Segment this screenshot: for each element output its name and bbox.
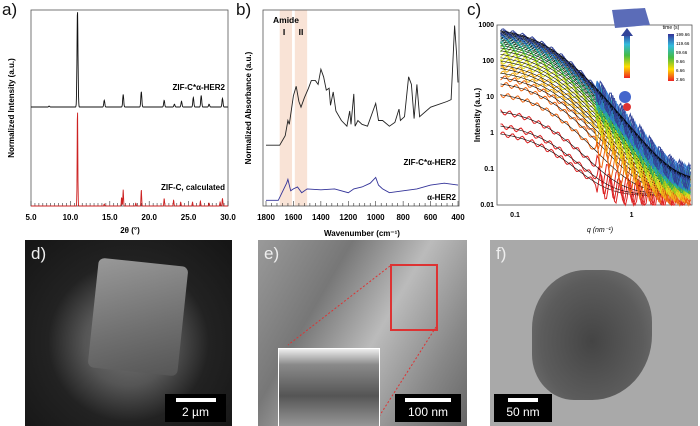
series-line-1 (31, 112, 228, 207)
panel-b-label: b) (236, 0, 252, 19)
series-line-0 (266, 25, 459, 146)
x-axis-label: q (nm⁻¹) (587, 227, 613, 234)
nanosheet-stack-icon (612, 8, 650, 28)
scale-bar-d: 2 µm (165, 394, 226, 422)
amide-band-1 (279, 10, 293, 206)
band-I-label: I (283, 27, 285, 37)
x-tick-label: 1400 (312, 213, 330, 222)
plot-a-frame (30, 9, 229, 207)
colorbar-label: 2.66 (676, 77, 685, 82)
y-tick-label: 0.1 (484, 166, 494, 173)
x-tick-label: 1600 (285, 213, 303, 222)
x-tick-label: 1800 (257, 213, 275, 222)
series-line-0 (31, 12, 228, 108)
colorbar-label: 119.66 (676, 41, 690, 46)
fit-line (500, 30, 691, 177)
x-tick-label: 20.0 (141, 213, 157, 222)
saxs-series (500, 59, 691, 201)
saxs-series (500, 93, 691, 207)
colorbar-title: time (s) (663, 25, 680, 31)
panel-a-label: a) (2, 0, 18, 19)
colorbar-label: 6.66 (676, 68, 685, 73)
panel-f-label: f) (496, 244, 507, 263)
x-tick-label: 1 (630, 212, 634, 219)
x-tick-label: 25.0 (181, 213, 197, 222)
panel-d-label: d) (31, 244, 47, 263)
x-tick-label: 0.1 (510, 212, 520, 219)
plots-area: 5.0 10.0 15.0 20.0 25.0 30.0 2θ (°) Normalized … (7, 8, 693, 238)
saxs-series (500, 28, 691, 189)
zoom-region-box (390, 264, 438, 331)
colorbar-label: 199.66 (676, 32, 690, 37)
x-tick-label: 400 (451, 213, 465, 222)
x-tick-label: 15.0 (102, 213, 118, 222)
panel-c-label: c) (467, 0, 482, 19)
crystal-shape (87, 257, 189, 377)
legend-label: α-HER2 (427, 193, 456, 202)
x-tick-label: 1000 (367, 213, 385, 222)
colorbar-label: 59.66 (676, 50, 688, 55)
zinc-ion-icon (623, 103, 631, 111)
band-II-label: II (299, 27, 304, 37)
scale-text: 2 µm (182, 405, 209, 419)
colorbar-label: 9.66 (676, 59, 685, 64)
zoom-lines (287, 265, 437, 426)
panel-e-label: e) (264, 244, 280, 263)
y-tick-label: 1 (490, 130, 494, 137)
legend-label: ZIF-C*α-HER2 (173, 83, 226, 92)
tem-image: f) 50 nm (490, 240, 698, 426)
y-axis-label: Normalized Intensity (a.u.) (7, 58, 16, 158)
series-line-1 (266, 176, 459, 201)
3d-afm-inset (278, 348, 380, 426)
y-tick-label: 0.01 (480, 202, 494, 209)
sem-image: d) 2 µm (25, 240, 232, 426)
fit-line (500, 31, 691, 178)
x-axis-label: 2θ (°) (120, 226, 140, 235)
time-arrow-icon (624, 33, 630, 78)
scale-text: 50 nm (506, 405, 540, 419)
y-tick-label: 1000 (478, 22, 494, 29)
colorbar (668, 34, 674, 81)
legend-label: ZIF-C*α-HER2 (404, 158, 457, 167)
fit-line (500, 111, 691, 195)
y-axis-label: Normalized Absorbance (a.u.) (244, 51, 253, 164)
afm-image: e) 100 nm (258, 240, 467, 426)
x-axis-label: Wavenumber (cm⁻¹) (324, 229, 400, 238)
y-axis-label: Intensity (a.u.) (473, 88, 482, 143)
antibody-icon (619, 91, 631, 103)
time-arrow-head (621, 28, 633, 36)
y-tick-label: 100 (482, 58, 494, 65)
scale-bar-e: 100 nm (395, 394, 461, 422)
scale-text: 100 nm (407, 405, 449, 419)
particle-shape (532, 270, 652, 400)
x-tick-label: 1200 (339, 213, 357, 222)
saxs-series (500, 82, 691, 207)
x-tick-label: 30.0 (220, 213, 236, 222)
plot-c-frame (496, 24, 693, 206)
scale-bar-f: 50 nm (494, 394, 552, 422)
x-tick-label: 800 (396, 213, 410, 222)
y-tick-label: 10 (486, 94, 494, 101)
x-tick-label: 600 (424, 213, 438, 222)
x-tick-label: 10.0 (63, 213, 79, 222)
amide-label: Amide (273, 15, 299, 25)
legend-label: ZIF-C, calculated (161, 183, 225, 192)
fit-line (500, 68, 691, 190)
x-tick-label: 5.0 (25, 213, 37, 222)
plot-b-frame (262, 9, 460, 207)
